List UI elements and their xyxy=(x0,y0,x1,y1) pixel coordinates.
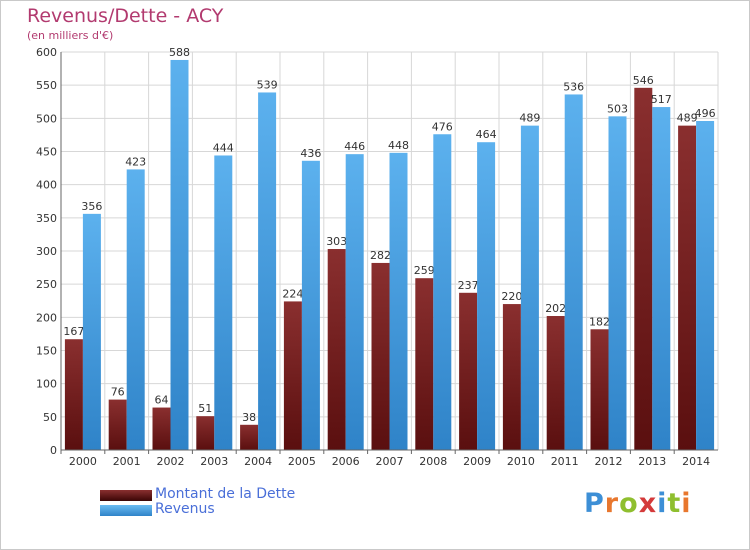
x-tick-label: 2011 xyxy=(551,455,579,468)
y-tick-label: 550 xyxy=(36,79,57,92)
data-label-revenus: 446 xyxy=(344,140,365,153)
data-label-revenus: 423 xyxy=(125,155,146,168)
x-tick-label: 2000 xyxy=(69,455,97,468)
bar-revenus xyxy=(652,107,671,450)
bar-revenus xyxy=(214,155,233,451)
bar-revenus xyxy=(696,120,715,450)
data-label-revenus: 517 xyxy=(651,93,672,106)
bar-revenus xyxy=(389,152,408,450)
x-tick-label: 2012 xyxy=(595,455,623,468)
bar-dette xyxy=(590,329,609,450)
data-label-dette: 202 xyxy=(545,302,566,315)
bar-dette xyxy=(152,407,171,450)
bar-dette xyxy=(283,301,302,450)
x-tick-label: 2008 xyxy=(419,455,447,468)
data-label-dette: 489 xyxy=(677,112,698,125)
data-label-revenus: 476 xyxy=(432,120,453,133)
data-label-dette: 76 xyxy=(111,386,125,399)
y-tick-label: 350 xyxy=(36,212,57,225)
data-label-dette: 220 xyxy=(501,290,522,303)
x-tick-label: 2002 xyxy=(157,455,185,468)
bar-dette xyxy=(64,339,83,450)
data-label-revenus: 436 xyxy=(300,147,321,160)
bar-dette xyxy=(678,125,697,450)
legend-label-revenus: Revenus xyxy=(155,501,215,517)
x-tick-label: 2013 xyxy=(638,455,666,468)
bar-revenus xyxy=(82,213,101,450)
chart-subtitle: (en milliers d'€) xyxy=(27,29,114,42)
x-tick-label: 2005 xyxy=(288,455,316,468)
y-tick-label: 200 xyxy=(36,311,57,324)
bar-revenus xyxy=(477,142,496,451)
chart-title: Revenus/Dette - ACY xyxy=(27,5,224,27)
data-label-revenus: 356 xyxy=(81,200,102,213)
data-label-revenus: 588 xyxy=(169,46,190,59)
y-tick-label: 450 xyxy=(36,146,57,159)
bar-revenus xyxy=(564,94,583,450)
data-label-revenus: 503 xyxy=(607,102,628,115)
bar-revenus xyxy=(126,169,145,450)
data-label-revenus: 496 xyxy=(695,107,716,120)
data-label-revenus: 539 xyxy=(257,78,278,91)
data-label-revenus: 536 xyxy=(563,80,584,93)
data-label-dette: 38 xyxy=(242,411,256,424)
data-label-revenus: 489 xyxy=(519,112,540,125)
data-label-dette: 224 xyxy=(282,287,303,300)
data-label-dette: 259 xyxy=(414,264,435,277)
data-label-dette: 64 xyxy=(155,394,169,407)
data-label-dette: 51 xyxy=(198,402,212,415)
x-tick-label: 2001 xyxy=(113,455,141,468)
bar-revenus xyxy=(170,59,189,451)
bar-revenus xyxy=(258,92,277,451)
y-tick-label: 500 xyxy=(36,112,57,125)
bar-dette xyxy=(415,278,434,450)
data-label-dette: 167 xyxy=(63,325,84,338)
y-tick-label: 300 xyxy=(36,245,57,258)
data-label-revenus: 448 xyxy=(388,139,409,152)
y-tick-label: 50 xyxy=(43,411,57,424)
data-label-dette: 282 xyxy=(370,249,391,262)
bar-revenus xyxy=(301,160,320,450)
bar-dette xyxy=(108,399,127,450)
bar-dette xyxy=(459,292,478,450)
y-tick-label: 100 xyxy=(36,378,57,391)
x-tick-label: 2009 xyxy=(463,455,491,468)
legend-swatch-revenus xyxy=(100,505,152,516)
data-label-dette: 182 xyxy=(589,315,610,328)
bar-dette xyxy=(502,304,521,450)
bar-dette xyxy=(546,316,565,450)
bar-dette xyxy=(371,262,390,450)
data-label-dette: 546 xyxy=(633,74,654,87)
bar-revenus xyxy=(608,116,627,451)
axes: 0 50 100 150 200 250 300 350 400 450 500 550 600 2000… xyxy=(36,46,718,468)
x-tick-label: 2007 xyxy=(376,455,404,468)
x-tick-label: 2003 xyxy=(200,455,228,468)
y-tick-label: 600 xyxy=(36,46,57,59)
bar-series: 167 356 76 423 64 588 51 444 38 539 224 436 303 446 28… xyxy=(63,46,716,451)
bar-dette xyxy=(327,249,346,450)
data-label-revenus: 464 xyxy=(476,128,497,141)
proxiti-logo: Proxiti xyxy=(584,488,692,519)
y-tick-label: 400 xyxy=(36,179,57,192)
legend-label-dette: Montant de la Dette xyxy=(155,486,296,502)
x-tick-label: 2004 xyxy=(244,455,272,468)
bar-dette xyxy=(240,424,259,450)
x-tick-label: 2006 xyxy=(332,455,360,468)
y-tick-label: 0 xyxy=(50,444,57,457)
bar-dette xyxy=(196,416,215,450)
legend-swatch-dette xyxy=(100,490,152,501)
x-tick-label: 2014 xyxy=(682,455,710,468)
data-label-revenus: 444 xyxy=(213,141,234,154)
data-label-dette: 237 xyxy=(458,279,479,292)
data-label-dette: 303 xyxy=(326,235,347,248)
x-tick-label: 2010 xyxy=(507,455,535,468)
y-tick-label: 150 xyxy=(36,345,57,358)
bar-revenus xyxy=(345,154,364,451)
bar-dette xyxy=(634,87,653,450)
y-tick-label: 250 xyxy=(36,278,57,291)
bar-revenus xyxy=(433,134,452,450)
bar-revenus xyxy=(520,125,539,450)
